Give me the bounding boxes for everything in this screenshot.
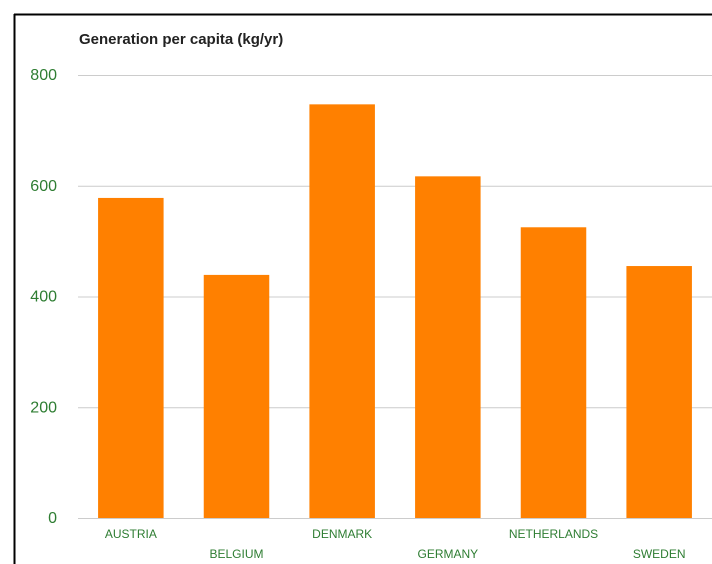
- y-tick-label: 800: [30, 67, 57, 84]
- y-tick-label: 200: [30, 399, 57, 416]
- bar: [415, 176, 481, 518]
- x-tick-label: GERMANY: [417, 547, 478, 561]
- y-tick-label: 400: [30, 289, 57, 306]
- bar: [309, 104, 375, 518]
- x-tick-label: DENMARK: [312, 527, 372, 541]
- x-tick-label: BELGIUM: [209, 547, 263, 561]
- bar: [203, 274, 270, 518]
- y-tick-label: 0: [48, 510, 57, 527]
- bar: [626, 266, 692, 518]
- x-tick-label: NETHERLANDS: [509, 527, 598, 541]
- bar: [520, 227, 587, 518]
- bar: [98, 197, 164, 518]
- x-tick-label: AUSTRIA: [105, 527, 157, 541]
- chart-title: Generation per capita (kg/yr): [79, 31, 283, 48]
- x-tick-label: SWEDEN: [633, 547, 686, 561]
- y-tick-label: 600: [30, 178, 57, 195]
